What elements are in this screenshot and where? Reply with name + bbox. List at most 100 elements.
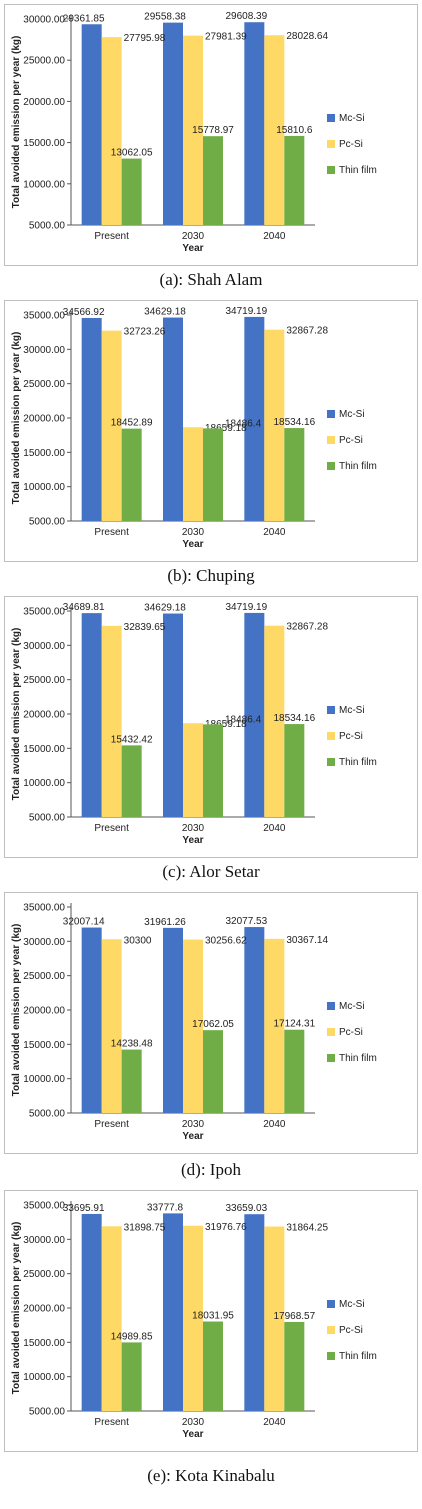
bar-thin-film <box>203 724 223 817</box>
y-tick-label: 25000.00 <box>23 971 65 982</box>
y-axis-title: Total avoided emission per year (kg) <box>11 36 22 209</box>
bar-chart-svg: 5000.00 10000.00 15000.00 20000.00 25000.00 3… <box>11 306 377 550</box>
y-tick-label: 15000.00 <box>23 1338 65 1349</box>
data-label: 18486.4 <box>225 714 262 725</box>
chart-panel-shah-alam: 5000.00 10000.00 15000.00 20000.00 25000.00 3… <box>4 4 418 266</box>
data-label: 18031.95 <box>192 1311 234 1322</box>
x-tick-label: Present <box>94 823 129 834</box>
y-tick-label: 30000.00 <box>23 1235 65 1246</box>
bar-chart-svg: 5000.00 10000.00 15000.00 20000.00 25000.00 3… <box>11 602 377 846</box>
x-tick-label: Present <box>94 1417 129 1428</box>
x-axis-title: Year <box>182 243 203 254</box>
y-tick-label: 15000.00 <box>23 744 65 755</box>
y-tick-label: 30000.00 <box>23 15 65 26</box>
data-label: 30367.14 <box>286 935 328 946</box>
data-label: 29608.39 <box>225 11 267 22</box>
data-label: 15432.42 <box>111 734 153 745</box>
data-label: 14238.48 <box>111 1039 153 1050</box>
caption-shah-alam: (a): Shah Alam <box>159 270 263 289</box>
bar-pc-si <box>101 625 122 817</box>
y-tick-label: 10000.00 <box>23 179 65 190</box>
y-axis-title: Total avoided emission per year (kg) <box>11 332 22 505</box>
y-tick-label: 10000.00 <box>23 1074 65 1085</box>
legend-label: Thin film <box>339 757 377 768</box>
legend-label: Thin film <box>339 1351 377 1362</box>
bar-pc-si <box>264 329 285 521</box>
y-tick-label: 5000.00 <box>29 1109 66 1120</box>
y-tick-label: 20000.00 <box>23 97 65 108</box>
data-label: 18534.16 <box>273 417 315 428</box>
data-label: 18534.16 <box>273 713 315 724</box>
legend-label: Mc-Si <box>339 113 365 124</box>
data-label: 18659.18 <box>205 423 247 434</box>
x-tick-label: 2030 <box>182 1417 205 1428</box>
y-tick-label: 30000.00 <box>23 641 65 652</box>
legend-swatch-pc-si <box>327 732 335 740</box>
y-tick-label: 25000.00 <box>23 379 65 390</box>
y-tick-label: 15000.00 <box>23 1040 65 1051</box>
bar-pc-si <box>183 35 203 225</box>
data-label: 32723.26 <box>124 327 166 338</box>
y-axis-title: Total avoided emission per year (kg) <box>11 1222 22 1395</box>
data-label: 17968.57 <box>273 1311 315 1322</box>
legend-swatch-mc-si <box>327 410 335 418</box>
x-axis-title: Year <box>182 835 203 846</box>
data-label: 33659.03 <box>225 1203 267 1214</box>
bar-thin-film <box>284 1321 305 1411</box>
legend-swatch-mc-si <box>327 1002 335 1010</box>
data-label: 34629.18 <box>144 603 186 614</box>
data-label: 29558.38 <box>144 12 186 23</box>
bar-mc-si <box>163 927 183 1113</box>
y-tick-label: 20000.00 <box>23 1304 65 1315</box>
chart-panel-kota-kinabalu: 5000.00 10000.00 15000.00 20000.00 25000.00 3… <box>4 1190 418 1452</box>
bar-mc-si <box>81 1213 102 1411</box>
bar-thin-film <box>203 1321 223 1411</box>
legend-swatch-thin-film <box>327 166 335 174</box>
data-label: 29361.85 <box>63 13 105 24</box>
bar-thin-film <box>284 1029 305 1113</box>
chart-panel-chuping: 5000.00 10000.00 15000.00 20000.00 25000.00 3… <box>4 300 418 562</box>
bar-mc-si <box>163 317 183 521</box>
caption-chuping: (b): Chuping <box>167 566 255 585</box>
data-label: 31864.25 <box>286 1223 328 1234</box>
data-label: 15810.6 <box>276 125 313 136</box>
bar-pc-si <box>183 1225 203 1411</box>
legend-swatch-mc-si <box>327 706 335 714</box>
data-label: 34629.18 <box>144 307 186 318</box>
data-label: 28028.64 <box>286 31 328 42</box>
x-tick-label: Present <box>94 231 129 242</box>
x-tick-label: 2030 <box>182 527 205 538</box>
chart-panel-alor-setar: 5000.00 10000.00 15000.00 20000.00 25000.00 3… <box>4 596 418 858</box>
x-tick-label: 2040 <box>263 231 286 242</box>
y-tick-label: 35000.00 <box>23 903 65 914</box>
y-tick-label: 15000.00 <box>23 138 65 149</box>
bar-mc-si <box>244 612 265 817</box>
y-tick-label: 20000.00 <box>23 710 65 721</box>
y-axis-title: Total avoided emission per year (kg) <box>11 628 22 801</box>
data-label: 34719.19 <box>225 306 267 317</box>
legend-swatch-thin-film <box>327 1352 335 1360</box>
legend-swatch-mc-si <box>327 114 335 122</box>
legend-swatch-pc-si <box>327 436 335 444</box>
data-label: 18452.89 <box>111 418 153 429</box>
y-tick-label: 30000.00 <box>23 937 65 948</box>
y-tick-label: 35000.00 <box>23 607 65 618</box>
bar-mc-si <box>244 316 265 521</box>
x-axis-title: Year <box>182 539 203 550</box>
legend-label: Pc-Si <box>339 1325 363 1336</box>
data-label: 32007.14 <box>63 917 105 928</box>
data-label: 34566.92 <box>63 307 105 318</box>
x-tick-label: 2040 <box>263 1417 286 1428</box>
data-label: 33695.91 <box>63 1203 105 1214</box>
y-tick-label: 20000.00 <box>23 1006 65 1017</box>
x-axis-title: Year <box>182 1429 203 1440</box>
bar-thin-film <box>121 428 142 521</box>
bar-thin-film <box>121 1049 142 1113</box>
y-tick-label: 25000.00 <box>23 1269 65 1280</box>
x-tick-label: Present <box>94 527 129 538</box>
bar-mc-si <box>244 927 265 1113</box>
bar-pc-si <box>101 939 122 1113</box>
data-label: 34689.81 <box>63 602 105 613</box>
bar-pc-si <box>183 427 203 521</box>
bar-mc-si <box>244 22 265 225</box>
